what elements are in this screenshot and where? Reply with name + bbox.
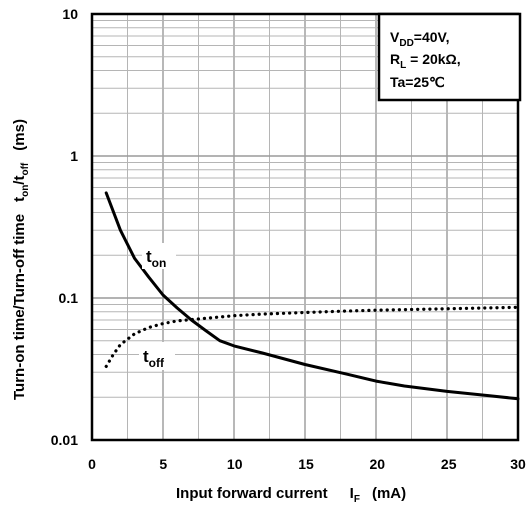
- toff-main: t: [143, 347, 149, 366]
- condition-rl: RL = 20kΩ,: [390, 51, 461, 71]
- y-axis-label-text: Turn-on time/Turn-off time: [11, 214, 28, 400]
- x-tick-label: 30: [510, 456, 526, 472]
- rl-main: R: [390, 51, 400, 67]
- y-tick-label: 0.01: [51, 432, 78, 448]
- toff-label-bg: [139, 342, 175, 370]
- conditions-box: VDD=40V, RL = 20kΩ, Ta=25℃: [377, 12, 522, 102]
- ton-main: t: [146, 247, 152, 266]
- x-axis-label-text: Input forward current: [176, 485, 328, 502]
- x-tick-label: 0: [88, 456, 96, 472]
- toff-label-text: toff: [143, 347, 165, 370]
- y-axis-label-sep: /t: [11, 176, 28, 185]
- ton-label-text: ton: [146, 247, 166, 270]
- x-tick-labels: 0 5 10 15 20 25 30: [88, 456, 526, 472]
- x-tick-label: 15: [298, 456, 314, 472]
- y-axis-label-sym1-sub: on: [20, 185, 31, 197]
- vdd-rest: =40V,: [414, 29, 450, 45]
- toff-label: toff: [139, 342, 175, 370]
- conditions-frame: [377, 12, 522, 102]
- y-axis-label-unit: (ms): [11, 119, 28, 151]
- series-line-toff: [104, 305, 520, 368]
- x-tick-label: 20: [370, 456, 386, 472]
- x-axis-label: Input forward current IF (mA): [176, 485, 406, 505]
- y-tick-labels: 0.01 0.1 1 10: [51, 6, 78, 448]
- y-tick-label: 1: [70, 148, 78, 164]
- series-layer: [104, 191, 520, 401]
- y-axis-label-sym2-sub: off: [20, 162, 31, 175]
- rl-rest: = 20kΩ,: [406, 51, 460, 67]
- x-tick-label: 5: [159, 456, 167, 472]
- y-axis-label-sym1: t: [11, 197, 28, 202]
- ton-label: ton: [142, 243, 176, 270]
- x-tick-label: 25: [441, 456, 457, 472]
- ton-label-bg: [142, 243, 176, 269]
- toff-sub: off: [149, 356, 165, 370]
- condition-vdd: VDD=40V,: [390, 29, 450, 49]
- condition-ta: Ta=25℃: [390, 74, 445, 90]
- rl-sub: L: [400, 60, 406, 71]
- vdd-main: V: [390, 29, 400, 45]
- x-tick-label: 10: [227, 456, 243, 472]
- x-axis-label-symbol: I: [350, 485, 354, 502]
- x-axis-label-symbol-sub: F: [354, 494, 360, 505]
- y-tick-label: 10: [62, 6, 78, 22]
- vdd-sub: DD: [399, 38, 413, 49]
- grid: [92, 14, 518, 440]
- y-axis-label: Turn-on time/Turn-off time ton/toff (ms): [11, 119, 31, 400]
- plot-frame: [90, 12, 520, 442]
- ton-sub: on: [152, 256, 167, 270]
- x-axis-label-unit: (mA): [372, 485, 406, 502]
- series-line-ton: [104, 191, 520, 401]
- y-tick-label: 0.1: [59, 290, 79, 306]
